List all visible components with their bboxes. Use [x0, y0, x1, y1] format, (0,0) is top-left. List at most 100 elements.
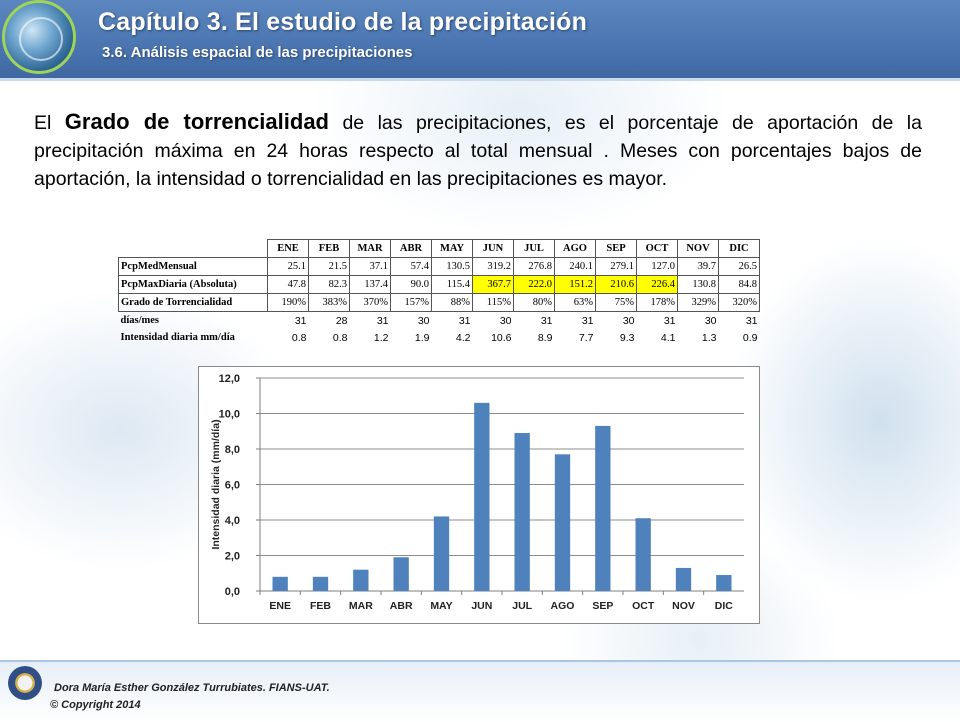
bar-nov	[675, 567, 692, 591]
table-cell: 26.5	[718, 257, 760, 276]
bar-may	[433, 516, 450, 591]
footer-author: Dora María Esther González Turrubiates. …	[54, 682, 330, 694]
table-corner	[118, 239, 268, 258]
paragraph-body: de las precipitaciones, es el porcentaje…	[34, 112, 922, 190]
x-tick-label: JUN	[471, 600, 492, 612]
university-seal-icon	[8, 666, 42, 700]
table-cell: 31	[458, 314, 471, 327]
table-cell: 222.0	[513, 275, 555, 294]
table-cell: 10.6	[491, 331, 512, 344]
page-title: Capítulo 3. El estudio de la precipitaci…	[98, 8, 588, 36]
header-bar: Capítulo 3. El estudio de la precipitaci…	[0, 0, 960, 81]
table-cell: 319.2	[472, 257, 514, 276]
table-cell: 130.8	[677, 275, 719, 294]
table-cell: 30	[417, 314, 430, 327]
y-tick-label: 0,0	[225, 586, 240, 598]
bar-jun	[474, 402, 490, 591]
footer-copyright: © Copyright 2014	[50, 699, 141, 711]
x-tick-label: OCT	[632, 600, 655, 612]
table-row-label: PcpMaxDiaria (Absoluta)	[118, 275, 268, 294]
table-cell: 63%	[554, 293, 596, 312]
table-row-label: días/mes	[120, 315, 160, 326]
table-row-label: PcpMedMensual	[118, 257, 268, 276]
x-tick-label: MAY	[430, 600, 452, 612]
table-row-label: Intensidad diaria mm/día	[120, 332, 235, 343]
bar-jul	[514, 433, 530, 591]
table-row: días/mes 31 28 31 30 31 30 31 31 30 31 30 31	[119, 312, 760, 330]
table-col-header: FEB	[308, 239, 350, 258]
table-row: Grado de Torrencialidad 190% 383% 370% 157% 8…	[118, 293, 760, 312]
table-cell: 0.8	[332, 331, 348, 344]
table-header-row: ENE FEB MAR ABR MAY JUN JUL AGO SEP OCT …	[118, 239, 760, 258]
table-cell: 30	[704, 314, 717, 327]
table-cell: 37.1	[349, 257, 391, 276]
table-col-header: JUL	[513, 239, 555, 258]
table-cell: 276.8	[513, 257, 555, 276]
table-cell: 57.4	[390, 257, 432, 276]
footer-bar: Dora María Esther González Turrubiates. …	[0, 660, 960, 722]
table-col-header: ENE	[267, 239, 309, 258]
x-tick-label: MAR	[349, 600, 373, 612]
y-tick-label: 4,0	[225, 515, 240, 527]
table-cell: 1.2	[373, 331, 389, 344]
table-cell: 25.1	[267, 257, 309, 276]
table-cell: 9.3	[619, 331, 635, 344]
bar-ene	[272, 576, 288, 591]
table-cell: 31	[294, 314, 307, 327]
intensity-bar-chart: 0,0 2,0 4,0 6,0 8,0 10,0 12,0 ENE FEB MAR ABR MAY JU…	[198, 366, 760, 624]
table-cell: 31	[663, 314, 676, 327]
bar-sep	[595, 425, 611, 591]
table-cell: 90.0	[390, 275, 432, 294]
table-cell: 279.1	[595, 257, 637, 276]
table-col-header: OCT	[636, 239, 678, 258]
y-axis-label: Intensidad diaria (mm/día)	[210, 419, 222, 549]
table-cell: 88%	[431, 293, 473, 312]
page-subtitle: 3.6. Análisis espacial de las precipitac…	[102, 44, 413, 61]
x-tick-label: AGO	[551, 600, 575, 612]
table-col-header: AGO	[554, 239, 596, 258]
table-cell: 0.9	[742, 331, 758, 344]
table-cell: 157%	[390, 293, 432, 312]
table-col-header: JUN	[472, 239, 514, 258]
table-cell: 82.3	[308, 275, 350, 294]
x-tick-label: SEP	[592, 600, 613, 612]
table-cell: 30	[622, 314, 635, 327]
table-cell: 39.7	[677, 257, 719, 276]
table-col-header: MAY	[431, 239, 473, 258]
table-cell: 4.1	[660, 331, 676, 344]
table-cell: 84.8	[718, 275, 760, 294]
y-tick-label: 10,0	[219, 409, 240, 421]
table-cell: 151.2	[554, 275, 596, 294]
paragraph-term: Grado de torrencialidad	[64, 109, 329, 134]
table-row: Intensidad diaria mm/día 0.8 0.8 1.2 1.9 4.2 1…	[119, 329, 760, 346]
table-cell: 240.1	[554, 257, 596, 276]
table-cell: 28	[335, 314, 348, 327]
table-cell: 127.0	[636, 257, 678, 276]
y-tick-label: 8,0	[225, 444, 240, 456]
x-tick-label: ENE	[269, 600, 291, 612]
bar-dic	[716, 575, 732, 591]
table-cell: 190%	[267, 293, 309, 312]
table-col-header: MAR	[349, 239, 391, 258]
globe-logo-icon	[2, 0, 76, 74]
table-cell: 31	[581, 314, 594, 327]
table-cell: 21.5	[308, 257, 350, 276]
x-tick-label: NOV	[672, 600, 695, 612]
table-cell: 47.8	[267, 275, 309, 294]
bar-mar	[353, 569, 369, 591]
table-cell: 75%	[595, 293, 637, 312]
table-col-header: NOV	[677, 239, 719, 258]
table-cell: 178%	[636, 293, 678, 312]
table-cell: 80%	[513, 293, 555, 312]
y-tick-label: 12,0	[219, 373, 240, 385]
table-cell: 30	[499, 314, 512, 327]
paragraph-intro: El	[34, 112, 65, 134]
x-tick-label: FEB	[310, 600, 331, 612]
table-cell: 383%	[308, 293, 350, 312]
table-cell: 1.3	[701, 331, 717, 344]
bar-feb	[312, 576, 329, 591]
table-cell: 320%	[718, 293, 760, 312]
table-cell: 7.7	[578, 331, 594, 344]
table-col-header: DIC	[718, 239, 760, 258]
y-tick-label: 6,0	[225, 480, 240, 492]
